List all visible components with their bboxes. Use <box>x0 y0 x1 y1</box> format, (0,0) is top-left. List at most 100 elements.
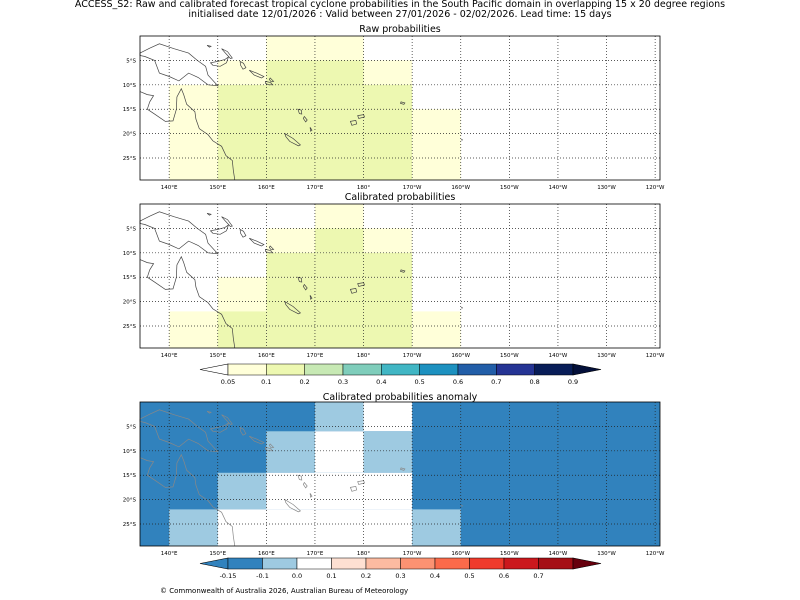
fiji-coast-2 <box>357 114 365 119</box>
vanuatu-coast-2 <box>302 481 308 489</box>
colorbar-segment <box>342 363 382 376</box>
new-caledonia-coast <box>284 498 302 513</box>
colorbar-segment <box>469 557 505 570</box>
figure-title-line2: initialised date 12/01/2026 : Valid betw… <box>188 9 612 20</box>
colorbar-segment <box>419 363 459 376</box>
solomons-coast-1 <box>249 435 265 445</box>
heatmap-cell <box>314 402 364 432</box>
x-tick-label: 150°E <box>209 551 226 557</box>
heatmap-cell <box>266 228 315 253</box>
x-tick-label: 120°W <box>646 185 665 191</box>
x-tick-label: 150°W <box>500 551 519 557</box>
cook-island-coast <box>461 306 463 309</box>
x-tick-label: 150°E <box>209 185 226 191</box>
vanuatu-coast-1 <box>297 108 303 115</box>
new-guinea-coast <box>139 409 219 453</box>
colorbar-label: 0.2 <box>299 378 309 386</box>
colorbar-label: 0.7 <box>533 572 543 580</box>
bougainville-coast <box>239 60 247 70</box>
y-tick-label: 15°S <box>123 275 137 281</box>
panel-frame <box>139 401 661 547</box>
y-tick-label: 5°S <box>126 226 136 232</box>
colorbar-label: 0.4 <box>376 378 386 386</box>
heatmap-cell <box>217 509 413 546</box>
x-tick-label: 170°E <box>307 353 324 359</box>
y-tick-label: 25°S <box>123 522 137 528</box>
x-tick-label: 150°W <box>500 353 519 359</box>
x-tick-label: 170°E <box>307 185 324 191</box>
y-tick-label: 20°S <box>123 498 137 504</box>
panel-frame <box>139 35 661 181</box>
x-tick-label: 170°W <box>403 353 422 359</box>
colorbar-label: 0.2 <box>361 572 371 580</box>
panel-frame <box>139 203 661 349</box>
fiji-coast-1 <box>349 485 358 492</box>
solomons-coast-1 <box>249 237 265 247</box>
vanuatu-coast-1 <box>297 474 303 481</box>
x-tick-label: 150°E <box>209 353 226 359</box>
samoa-coast <box>400 467 406 471</box>
cook-island-coast <box>461 504 463 507</box>
heatmap-cell <box>363 402 413 432</box>
colorbar-segment <box>381 363 420 376</box>
heatmap-cell <box>169 509 218 546</box>
new-hanover-coast <box>206 212 212 216</box>
x-tick-label: 130°W <box>597 551 616 557</box>
heatmap-cell <box>266 252 315 278</box>
x-tick-label: 130°W <box>597 353 616 359</box>
colorbar-extend-low <box>199 557 229 570</box>
heatmap-cell <box>169 84 218 180</box>
solomons-coast-3 <box>268 443 275 449</box>
x-tick-label: 140°E <box>161 185 178 191</box>
y-tick-label: 25°S <box>123 324 137 330</box>
new-guinea-coast <box>139 211 219 255</box>
heatmap-cell <box>314 204 364 229</box>
heatmap-cell <box>217 277 267 312</box>
colorbar-label: -0.1 <box>256 572 269 580</box>
colorbar-extend-high <box>572 363 602 376</box>
vanuatu-coast-3 <box>309 295 313 300</box>
y-tick-label: 10°S <box>123 449 137 455</box>
colorbar-label: 0.05 <box>221 378 235 386</box>
colorbar-label: 0.4 <box>430 572 440 580</box>
panel-0: 140°E 150°E 160°E 170°E 180° 170°W 160°W 150°W 1… <box>123 35 665 191</box>
x-tick-label: 180° <box>357 185 370 191</box>
figure-title-line1: ACCESS_S2: Raw and calibrated forecast t… <box>74 0 726 10</box>
colorbar-label: 0.5 <box>464 572 474 580</box>
fiji-coast-2 <box>357 480 365 485</box>
new-hanover-coast <box>206 44 212 48</box>
x-tick-label: 130°W <box>597 185 616 191</box>
heatmap-cell <box>314 431 364 473</box>
colorbar-segment <box>534 363 574 376</box>
colorbar-segment <box>266 363 305 376</box>
colorbar-segment <box>227 557 263 570</box>
panel-title-raw: Raw probabilities <box>359 24 441 35</box>
new-ireland-coast <box>221 414 233 425</box>
x-tick-label: 160°W <box>451 185 470 191</box>
colorbar-segment <box>496 363 535 376</box>
colorbar-segment <box>400 557 436 570</box>
solomons-coast-2 <box>265 80 274 86</box>
new-caledonia-coast <box>284 132 302 147</box>
heatmap-cell <box>314 228 364 253</box>
heatmap-cell <box>363 431 413 473</box>
fiji-coast-1 <box>349 119 358 126</box>
x-tick-label: 170°W <box>403 185 422 191</box>
solomons-coast-2 <box>265 248 274 254</box>
new-britain-coast <box>209 422 230 433</box>
heatmap-cell <box>266 431 315 473</box>
australia-coast <box>139 453 236 547</box>
y-tick-label: 15°S <box>123 107 137 113</box>
samoa-coast <box>400 269 406 273</box>
x-tick-label: 180° <box>357 353 370 359</box>
australia-coast <box>139 255 236 349</box>
bougainville-coast <box>239 228 247 238</box>
copyright-footer: © Commonwealth of Australia 2026, Austra… <box>160 587 409 595</box>
new-ireland-coast <box>221 216 233 227</box>
colorbar-label: 0.6 <box>453 378 463 386</box>
colorbar-segment <box>503 557 539 570</box>
vanuatu-coast-2 <box>302 283 308 291</box>
colorbar-label: -0.15 <box>220 572 237 580</box>
heatmap-cell <box>363 228 413 253</box>
vanuatu-coast-3 <box>309 127 313 132</box>
